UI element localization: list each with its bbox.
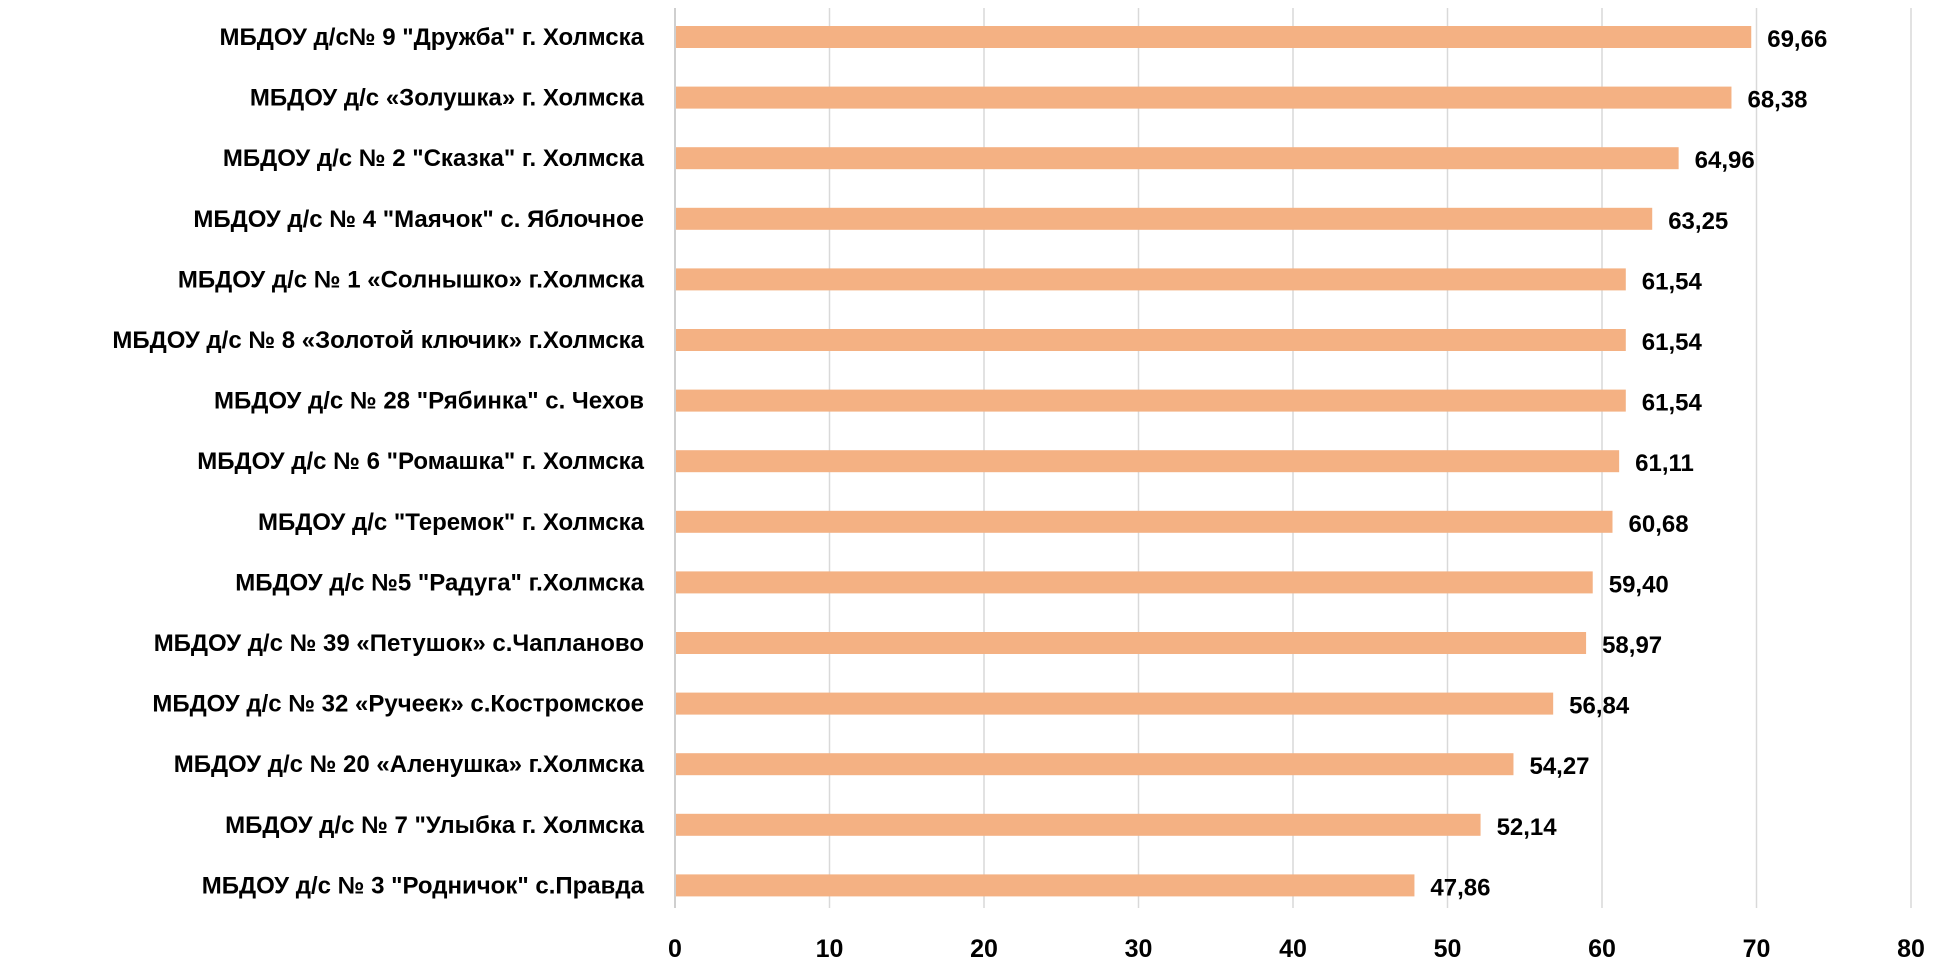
x-tick-label: 40 [1279, 935, 1307, 963]
category-label: МБДОУ д/с № 32 «Ручеек» с.Костромское [152, 691, 644, 718]
value-label: 69,66 [1767, 26, 1827, 53]
category-label: МБДОУ д/с № 6 "Ромашка" г. Холмска [197, 448, 644, 475]
bar [676, 632, 1587, 654]
value-label: 68,38 [1747, 87, 1807, 114]
value-label: 60,68 [1629, 511, 1689, 538]
value-label: 64,96 [1695, 147, 1755, 174]
value-label: 63,25 [1668, 208, 1728, 235]
bar [676, 753, 1514, 776]
category-label: МБДОУ д/с № 7 "Улыбка г. Холмска [225, 812, 644, 839]
bars [676, 26, 1752, 897]
x-tick-label: 50 [1434, 935, 1462, 963]
bar [676, 389, 1626, 412]
value-label: 61,11 [1635, 450, 1694, 477]
bar [676, 813, 1481, 836]
bar [676, 147, 1679, 170]
value-label: 52,14 [1497, 814, 1558, 841]
bar [676, 86, 1732, 109]
category-label: МБДОУ д/с № 4 "Маячок" с. Яблочное [193, 206, 644, 233]
x-tick-label: 80 [1897, 935, 1925, 963]
x-tick-label: 70 [1743, 935, 1771, 963]
value-label: 58,97 [1602, 632, 1662, 659]
bar [676, 510, 1613, 533]
x-tick-label: 20 [970, 935, 998, 963]
bar [676, 571, 1593, 594]
value-label: 54,27 [1529, 753, 1589, 780]
x-tick-label: 0 [668, 935, 682, 963]
category-label: МБДОУ д/с № 20 «Аленушка» г.Холмска [174, 751, 645, 778]
bar [676, 329, 1626, 351]
value-label: 59,40 [1609, 571, 1669, 598]
value-label: 61,54 [1642, 268, 1703, 295]
bar [676, 450, 1620, 473]
bar [676, 692, 1554, 715]
category-label: МБДОУ д/с №5 "Радуга" г.Холмска [235, 569, 644, 596]
value-label: 56,84 [1569, 693, 1630, 720]
x-tick-label: 10 [816, 935, 844, 963]
category-label: МБДОУ д/с № 8 «Золотой ключик» г.Холмска [112, 327, 644, 354]
bar [676, 207, 1653, 230]
value-label: 61,54 [1642, 390, 1703, 417]
x-tick-label: 30 [1125, 935, 1153, 963]
category-label: МБДОУ д/с № 1 «Солнышко» г.Холмска [178, 266, 645, 293]
category-label: МБДОУ д/с № 28 "Рябинка" с. Чехов [214, 388, 644, 415]
category-label: МБДОУ д/с «Золушка» г. Холмска [250, 85, 645, 112]
category-label: МБДОУ д/с№ 9 "Дружба" г. Холмска [220, 24, 645, 51]
bar [676, 268, 1626, 291]
bar [676, 874, 1415, 897]
category-label: МБДОУ д/с № 3 "Родничок" с.Правда [202, 872, 645, 899]
bar [676, 26, 1752, 48]
labels: 0 10 20 30 40 50 60 70 80 МБДОУ д/с№ 9 "Дружба" г… [112, 24, 1924, 963]
category-label: МБДОУ д/с № 2 "Сказка" г. Холмска [223, 145, 645, 172]
value-label: 61,54 [1642, 329, 1703, 356]
x-tick-label: 60 [1588, 935, 1616, 963]
value-label: 47,86 [1430, 874, 1490, 901]
category-label: МБДОУ д/с "Теремок" г. Холмска [258, 509, 645, 536]
category-label: МБДОУ д/с № 39 «Петушок» с.Чапланово [154, 630, 644, 657]
